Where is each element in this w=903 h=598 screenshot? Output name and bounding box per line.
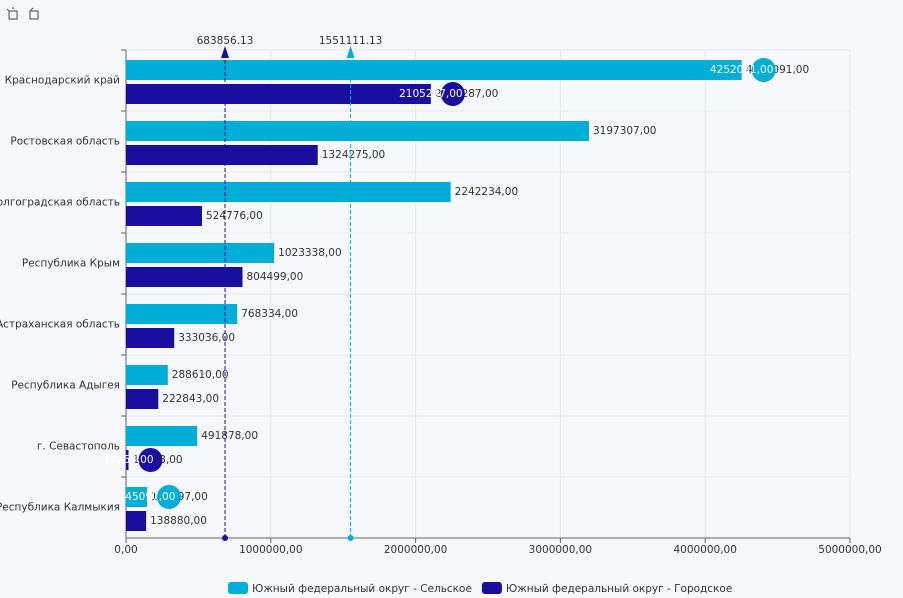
mark-point-label: 4252091,00 [710, 64, 773, 76]
x-tick-label: 2000000,00 [384, 544, 447, 556]
x-tick-label: 0,00 [114, 544, 137, 556]
bar [126, 145, 318, 165]
value-label: 333036,00 [178, 332, 235, 344]
bar [126, 389, 159, 409]
value-label: 1023338,00 [278, 247, 341, 259]
value-label: 491878,00 [201, 430, 258, 442]
mark-point [157, 485, 182, 509]
y-tick-label: Ростовская область [10, 136, 120, 148]
y-tick-label: Республика Калмыкия [0, 502, 120, 514]
y-tick-label: г. Севастополь [37, 441, 120, 453]
mark-point-label: 145097,00 [119, 491, 176, 503]
zoom-reset-icon[interactable] [29, 7, 39, 20]
value-label: 804499,00 [246, 271, 303, 283]
bar [126, 487, 148, 507]
y-tick-label: Республика Крым [22, 258, 120, 270]
average-label: 1551111.13 [319, 35, 382, 47]
y-tick-label: Республика Адыгея [11, 380, 120, 392]
bar [126, 365, 168, 385]
value-label: 138880,00 [150, 515, 207, 527]
bar [126, 60, 742, 80]
value-label: 1324275,00 [322, 149, 385, 161]
x-tick-label: 3000000,00 [529, 544, 592, 556]
legend-swatch [228, 582, 248, 594]
average-label: 683856.13 [197, 35, 254, 47]
mark-point [440, 82, 465, 106]
mark-point [751, 58, 776, 82]
value-label: 288610,00 [172, 369, 229, 381]
mark-point [138, 448, 163, 472]
average-arrow [221, 46, 230, 58]
bar [126, 267, 243, 287]
toolbox[interactable] [6, 7, 39, 20]
y-tick-label: Краснодарский край [5, 75, 120, 87]
bar [126, 511, 147, 531]
x-tick-label: 4000000,00 [673, 544, 736, 556]
bar [126, 206, 202, 226]
bar [126, 243, 275, 263]
y-tick-label: Волгоградская область [0, 197, 120, 209]
y-tick-label: Астраханская область [0, 319, 120, 331]
value-label: 222843,00 [162, 393, 219, 405]
mark-point-label: 2105287,00 [399, 88, 462, 100]
bar [126, 304, 238, 324]
value-label: 768334,00 [241, 308, 298, 320]
average-dot [347, 535, 354, 541]
bar [126, 450, 129, 470]
average-arrow [346, 46, 355, 58]
value-label: 524776,00 [206, 210, 263, 222]
zoom-icon[interactable] [6, 7, 18, 20]
bar [126, 84, 431, 104]
bar [126, 426, 198, 446]
legend-swatch [481, 582, 502, 594]
average-dot [222, 535, 229, 541]
legend-label: Южный федеральный округ - Сельское [252, 583, 472, 595]
legend-label: Южный федеральный округ - Городское [506, 583, 732, 595]
x-tick-label: 1000000,00 [239, 544, 302, 556]
value-label: 2242234,00 [455, 186, 518, 198]
x-tick-label: 5000000,00 [818, 544, 881, 556]
bar [126, 121, 589, 141]
bar [126, 182, 451, 202]
value-label: 3197307,00 [593, 125, 656, 137]
bar [126, 328, 175, 348]
mark-point-label: 17253,00 [103, 454, 153, 466]
